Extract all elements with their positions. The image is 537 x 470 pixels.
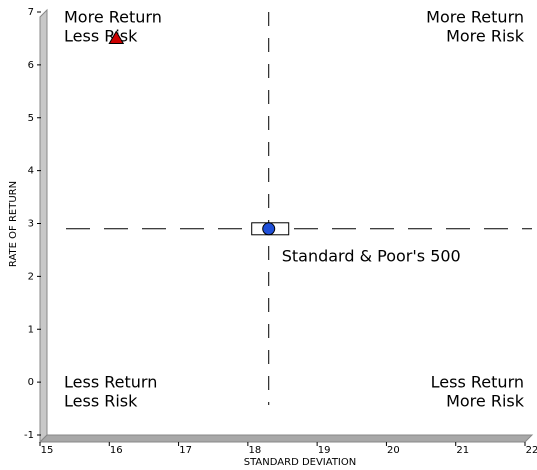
x-tick-label: 22 [526, 445, 537, 456]
y-tick-label: 5 [28, 113, 34, 124]
point [262, 222, 276, 236]
y-tick-label: 1 [28, 324, 34, 335]
x-tick-label: 16 [110, 445, 123, 456]
x-tick-label: 15 [41, 445, 54, 456]
x-axis-label: STANDARD DEVIATION [244, 457, 356, 468]
y-axis-label: RATE OF RETURN [8, 181, 19, 267]
y-tick-label: -1 [24, 430, 34, 441]
quadrant-label: Less Risk [64, 392, 138, 411]
quadrant-label: More Return [64, 8, 162, 27]
left-wall [39, 8, 48, 444]
x-tick-label: 21 [456, 445, 469, 456]
quadrant-label: Less Risk [64, 27, 138, 46]
quadrant-label: More Risk [446, 27, 525, 46]
y-tick-label: 6 [28, 60, 34, 71]
x-tick-label: 18 [248, 445, 261, 456]
x-tick-label: 20 [387, 445, 400, 456]
x-tick-label: 17 [179, 445, 192, 456]
point [108, 30, 125, 44]
floor [38, 434, 534, 443]
y-tick-label: 2 [28, 271, 34, 282]
y-tick-label: 7 [28, 7, 34, 18]
quadrant-label: Less Return [431, 373, 524, 392]
x-tick-label: 19 [318, 445, 331, 456]
y-tick-label: 0 [28, 377, 34, 388]
quadrant-label: More Risk [446, 392, 525, 411]
benchmark-label: Standard & Poor's 500 [282, 246, 461, 265]
y-tick-label: 4 [28, 166, 34, 177]
quadrant-label: More Return [426, 8, 524, 27]
quadrant-label: Less Return [64, 373, 157, 392]
y-tick-label: 3 [28, 219, 34, 230]
